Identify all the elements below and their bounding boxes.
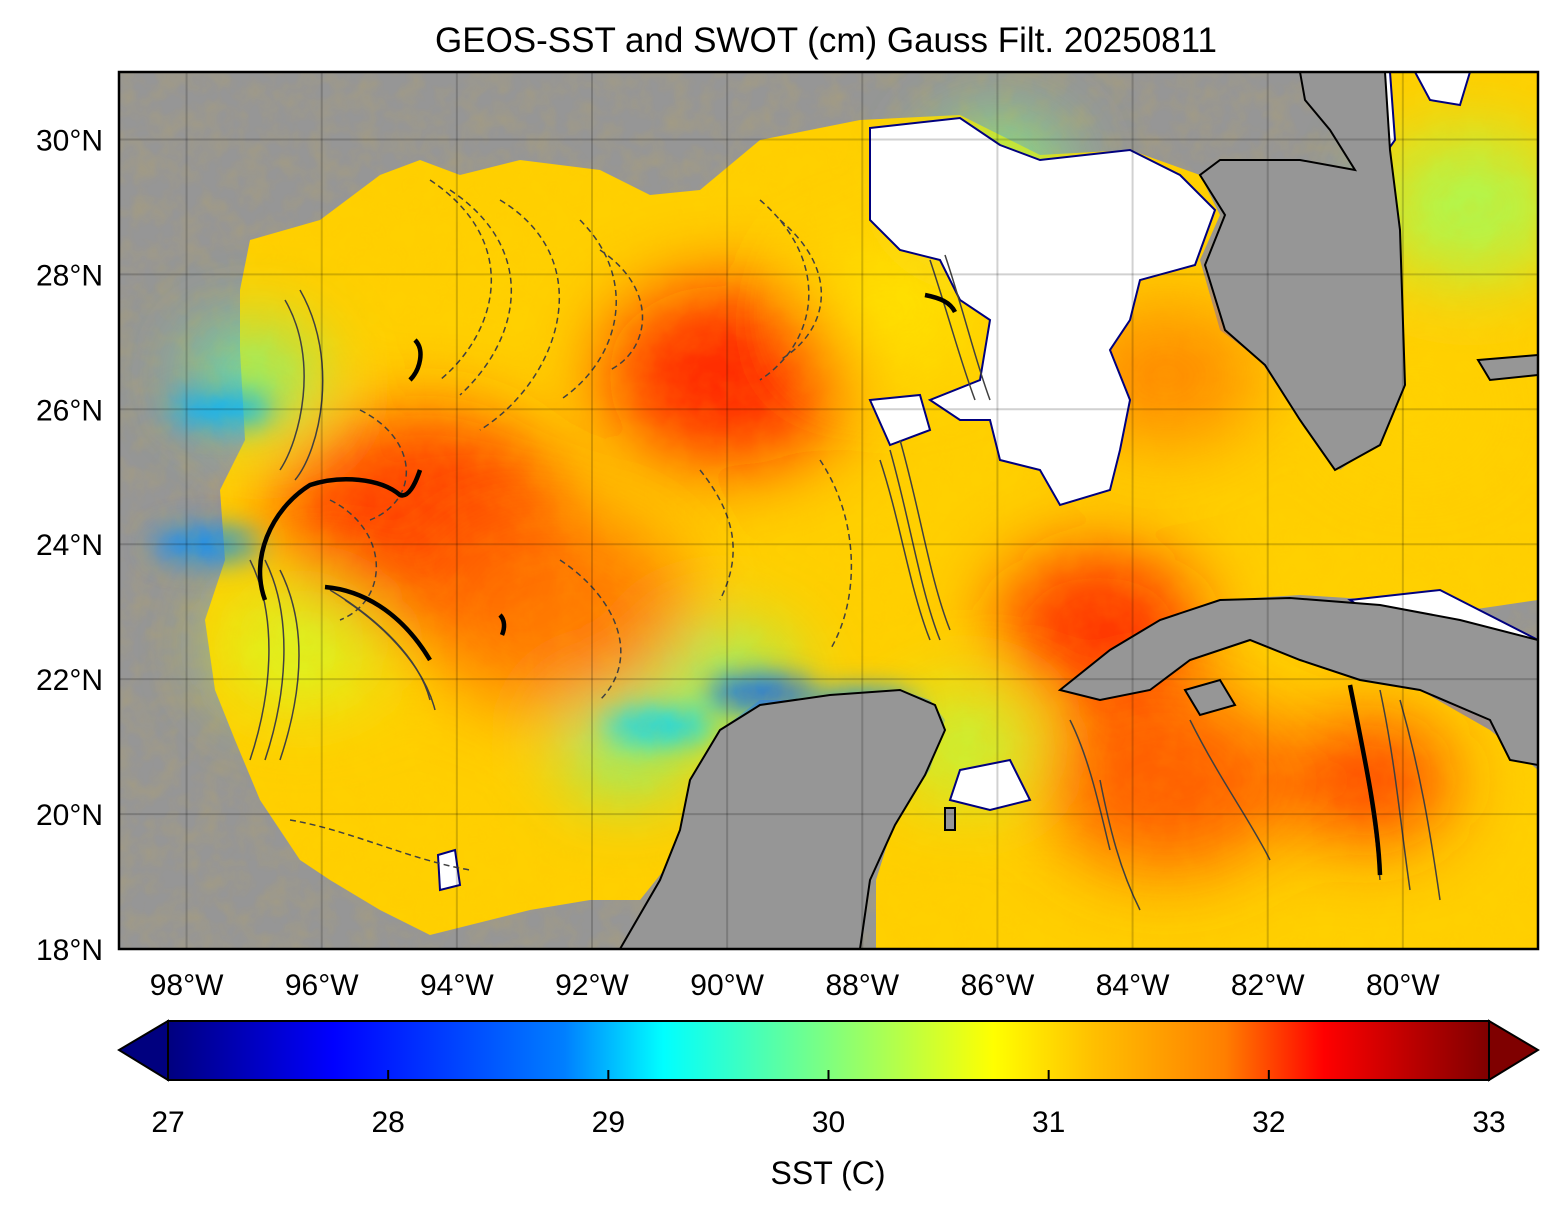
lon-tick-label: 96°W (285, 969, 359, 1002)
lat-tick-label: 28°N (36, 259, 103, 292)
graticule (119, 72, 1538, 949)
ssh-contours (249, 179, 1441, 911)
isla-juventud (1183, 678, 1237, 717)
map-frame (117, 70, 1540, 951)
cuba (1057, 596, 1538, 767)
colorbar-extend-high (1488, 1019, 1540, 1082)
lat-tick-label: 20°N (36, 799, 103, 832)
bahamas-andros (1476, 353, 1538, 382)
lon-tick-label: 86°W (961, 969, 1035, 1002)
land-masses (618, 72, 1538, 949)
lat-tick-label: 30°N (36, 124, 103, 157)
florida-peninsula (1198, 72, 1407, 472)
map-title: GEOS-SST and SWOT (cm) Gauss Filt. 20250… (435, 21, 1217, 60)
nodata-ne-gulf (869, 116, 1217, 507)
colorbar-tick-label: 33 (1472, 1106, 1505, 1139)
lon-tick-label: 80°W (1366, 969, 1440, 1002)
lon-tick-label: 98°W (150, 969, 224, 1002)
lat-tick-label: 22°N (36, 664, 103, 697)
latitude-labels: 18°N 20°N 22°N 24°N 26°N 28°N 30°N (36, 124, 103, 967)
colorbar-ticks: 27 28 29 30 31 32 33 (151, 1070, 1506, 1139)
colorbar-tick-label: 27 (151, 1106, 184, 1139)
nodata-bay-campeche (436, 848, 462, 892)
contours-bold (257, 292, 1383, 876)
lat-tick-label: 24°N (36, 529, 103, 562)
contours-dashed (289, 179, 853, 871)
colorbar-tick-label: 30 (812, 1106, 845, 1139)
colorbar-extend-low (117, 1019, 169, 1082)
lon-tick-label: 90°W (690, 969, 764, 1002)
colorbar-label: SST (C) (771, 1155, 886, 1191)
map-area[interactable] (119, 72, 1555, 949)
lon-tick-label: 94°W (420, 969, 494, 1002)
yucatan-peninsula (618, 688, 947, 949)
lon-tick-label: 88°W (825, 969, 899, 1002)
longitude-labels: 98°W 96°W 94°W 92°W 90°W 88°W 86°W 84°W 82°W 80°W (150, 969, 1441, 1002)
lon-tick-label: 84°W (1096, 969, 1170, 1002)
colorbar-tick-label: 28 (371, 1106, 404, 1139)
lon-tick-label: 82°W (1231, 969, 1305, 1002)
lat-tick-label: 26°N (36, 394, 103, 427)
colorbar-tick-label: 31 (1032, 1106, 1065, 1139)
colorbar: 27 28 29 30 31 32 33 SST (C) (117, 1019, 1540, 1191)
nodata-yucatan-east (948, 758, 1032, 812)
lat-tick-label: 18°N (36, 934, 103, 967)
cozumel (944, 807, 956, 831)
nodata-florida-east-2 (1413, 72, 1472, 107)
colorbar-tick-label: 32 (1252, 1106, 1285, 1139)
nodata-ne-gulf-2 (868, 393, 932, 447)
lon-tick-label: 92°W (555, 969, 629, 1002)
colorbar-tick-label: 29 (592, 1106, 625, 1139)
